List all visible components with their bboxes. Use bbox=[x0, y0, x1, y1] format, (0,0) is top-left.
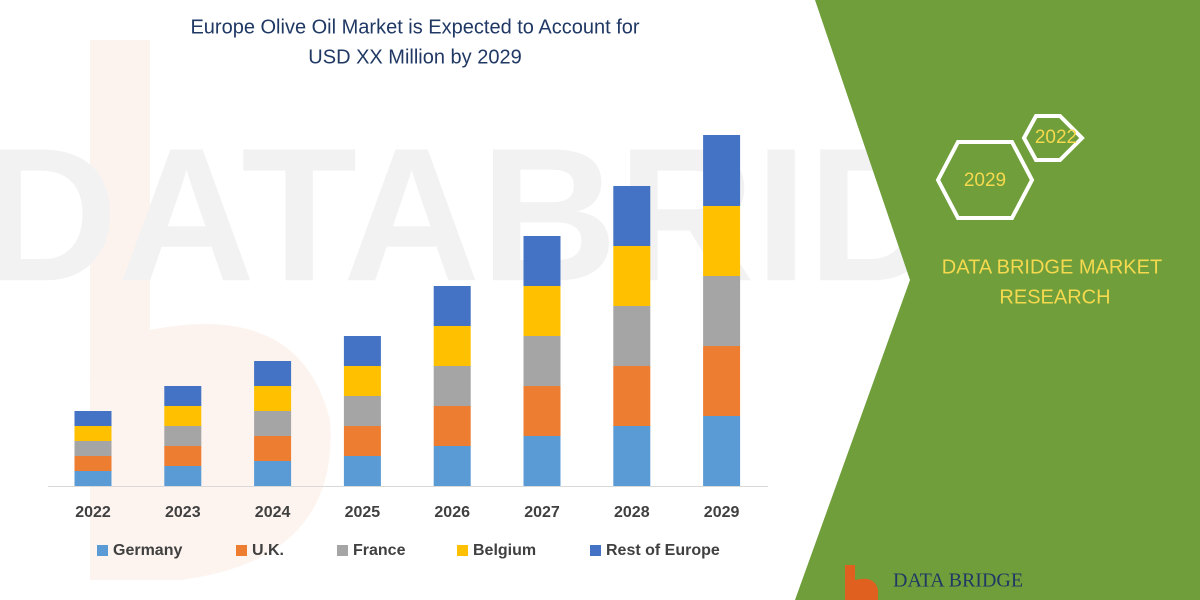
side-panel bbox=[795, 0, 1200, 600]
legend-swatch bbox=[337, 545, 348, 556]
legend-swatch bbox=[590, 545, 601, 556]
bar-segment bbox=[523, 236, 561, 286]
bar-segment bbox=[523, 286, 561, 336]
bar-segment bbox=[164, 446, 202, 466]
legend-label: Germany bbox=[113, 542, 182, 559]
chart-title: USD XX Million by 2029 bbox=[308, 46, 521, 68]
x-tick-label: 2024 bbox=[255, 504, 291, 521]
brand-text: DATA BRIDGE MARKET bbox=[942, 256, 1162, 278]
bar-segment bbox=[254, 361, 292, 386]
bar-segment bbox=[613, 426, 651, 486]
x-tick-label: 2027 bbox=[524, 504, 560, 521]
hex-label: 2022 bbox=[1035, 127, 1077, 148]
bar-segment bbox=[523, 436, 561, 486]
bar-segment bbox=[523, 336, 561, 386]
bar-segment bbox=[254, 386, 292, 411]
bar-segment bbox=[703, 206, 741, 276]
legend-swatch bbox=[236, 545, 247, 556]
bar-segment bbox=[703, 135, 741, 206]
chart-title: Europe Olive Oil Market is Expected to A… bbox=[190, 16, 639, 38]
bar-segment bbox=[74, 411, 112, 426]
bar-segment bbox=[433, 406, 471, 446]
legend-label: Rest of Europe bbox=[606, 542, 720, 559]
bar-segment bbox=[613, 186, 651, 246]
bar-segment bbox=[254, 411, 292, 436]
bar-segment bbox=[74, 471, 112, 486]
bar-segment bbox=[433, 286, 471, 326]
bar-segment bbox=[164, 466, 202, 486]
bar-segment bbox=[343, 336, 381, 366]
bar-segment bbox=[254, 436, 292, 461]
bar-segment bbox=[74, 441, 112, 456]
bar-segment bbox=[254, 461, 292, 486]
bar-segment bbox=[74, 426, 112, 441]
bar-segment bbox=[703, 416, 741, 486]
x-tick-label: 2029 bbox=[704, 504, 740, 521]
legend-swatch bbox=[457, 545, 468, 556]
bar-segment bbox=[613, 306, 651, 366]
bar-segment bbox=[343, 456, 381, 486]
bar-segment bbox=[343, 366, 381, 396]
bar-segment bbox=[613, 366, 651, 426]
bar-segment bbox=[703, 276, 741, 346]
bar-segment bbox=[343, 426, 381, 456]
bar-segment bbox=[523, 386, 561, 436]
legend-label: Belgium bbox=[473, 542, 536, 559]
x-tick-label: 2028 bbox=[614, 504, 650, 521]
x-tick-label: 2023 bbox=[165, 504, 201, 521]
bar-segment bbox=[164, 386, 202, 406]
logo-text: DATA BRIDGE bbox=[893, 570, 1023, 592]
hexagon bbox=[935, 140, 1035, 220]
bar-segment bbox=[433, 326, 471, 366]
bar-segment bbox=[703, 346, 741, 416]
bar-segment bbox=[164, 426, 202, 446]
bar-segment bbox=[164, 406, 202, 426]
legend-label: U.K. bbox=[252, 542, 284, 559]
hexagon bbox=[1021, 114, 1085, 162]
bar-segment bbox=[613, 246, 651, 306]
hex-label: 2029 bbox=[964, 170, 1006, 191]
brand-text: RESEARCH bbox=[999, 286, 1110, 308]
bar-segment bbox=[343, 396, 381, 426]
logo-icon bbox=[845, 565, 878, 600]
x-tick-label: 2026 bbox=[434, 504, 470, 521]
bar-segment bbox=[74, 456, 112, 471]
x-tick-label: 2022 bbox=[75, 504, 111, 521]
bar-segment bbox=[433, 366, 471, 406]
legend-label: France bbox=[353, 542, 406, 559]
bar-segment bbox=[433, 446, 471, 486]
x-tick-label: 2025 bbox=[345, 504, 381, 521]
legend-swatch bbox=[97, 545, 108, 556]
